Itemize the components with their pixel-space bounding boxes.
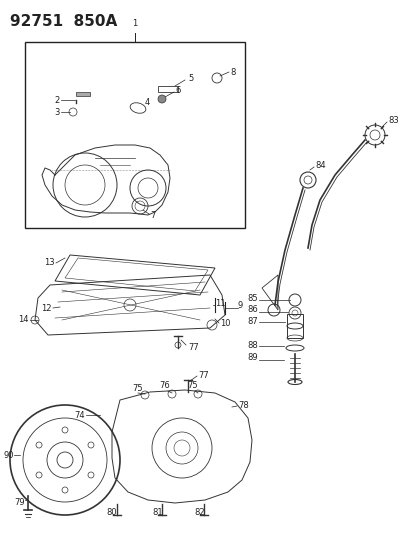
Circle shape xyxy=(158,95,166,103)
Text: 77: 77 xyxy=(197,370,208,379)
Text: 10: 10 xyxy=(219,319,230,327)
Text: 88: 88 xyxy=(247,341,257,350)
Text: 3: 3 xyxy=(55,108,60,117)
Text: 82: 82 xyxy=(194,508,205,517)
Text: 7: 7 xyxy=(150,211,155,220)
Text: 84: 84 xyxy=(314,160,325,169)
Text: 78: 78 xyxy=(237,400,248,409)
Circle shape xyxy=(36,442,42,448)
Text: 89: 89 xyxy=(247,353,257,362)
Text: 5: 5 xyxy=(188,74,193,83)
Text: 77: 77 xyxy=(188,343,198,351)
Text: 86: 86 xyxy=(247,305,257,314)
Text: 79: 79 xyxy=(14,498,24,507)
Text: 12: 12 xyxy=(41,303,52,312)
Text: 9: 9 xyxy=(237,301,243,310)
Bar xyxy=(25,42,244,228)
Text: 14: 14 xyxy=(18,316,28,325)
Text: 75: 75 xyxy=(133,384,143,393)
Text: 6: 6 xyxy=(175,85,180,94)
Text: 2: 2 xyxy=(55,95,60,104)
Text: 92751  850A: 92751 850A xyxy=(10,14,117,29)
Circle shape xyxy=(36,472,42,478)
Text: 81: 81 xyxy=(152,508,163,517)
Text: 13: 13 xyxy=(44,257,55,266)
Bar xyxy=(158,86,178,92)
Bar xyxy=(286,314,302,338)
Text: 87: 87 xyxy=(247,318,257,327)
Text: 83: 83 xyxy=(387,116,398,125)
Text: 1: 1 xyxy=(132,19,137,28)
Text: 11: 11 xyxy=(214,298,225,308)
Circle shape xyxy=(88,472,94,478)
Circle shape xyxy=(62,427,68,433)
Text: 85: 85 xyxy=(247,294,257,303)
Text: 76: 76 xyxy=(159,381,170,390)
Text: 90: 90 xyxy=(4,450,14,459)
Circle shape xyxy=(62,487,68,493)
Text: 74: 74 xyxy=(74,410,85,419)
Circle shape xyxy=(88,442,94,448)
Text: 8: 8 xyxy=(230,68,235,77)
Text: 80: 80 xyxy=(107,508,117,517)
Text: 75: 75 xyxy=(187,381,198,390)
Text: 4: 4 xyxy=(145,98,150,107)
Bar xyxy=(76,92,90,96)
